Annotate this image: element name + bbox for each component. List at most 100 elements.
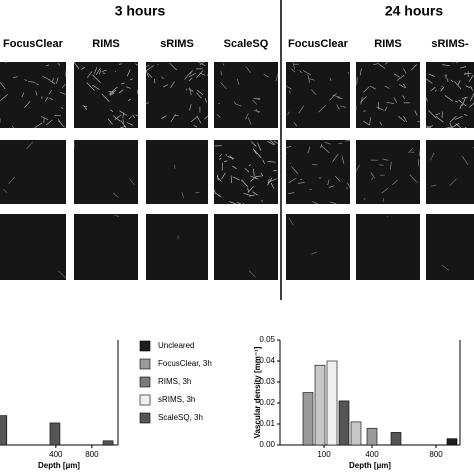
vessel-texture	[73, 140, 135, 198]
image-bg	[74, 140, 138, 204]
image-bg	[356, 62, 420, 128]
image-bg	[356, 140, 420, 204]
y-tick-label: 0.01	[259, 419, 275, 428]
vessel-texture	[285, 139, 351, 205]
header: 24 hours	[385, 3, 444, 19]
vessel-texture	[213, 139, 279, 205]
micrograph	[0, 140, 66, 204]
micrograph	[0, 214, 67, 280]
image-bg	[286, 214, 350, 280]
y-axis-label: Vascular density [mm⁻¹]	[253, 346, 262, 438]
legend-label: FocusClear, 3h	[158, 359, 212, 368]
vessel-texture	[114, 214, 120, 217]
image-bg	[74, 62, 138, 128]
column-label: RIMS	[374, 38, 402, 50]
micrograph	[285, 139, 351, 205]
x-axis-label: Depth [µm]	[38, 461, 80, 470]
legend-label: RIMS, 3h	[158, 377, 191, 386]
micrograph	[73, 61, 139, 129]
bar	[350, 421, 362, 446]
image-bg	[0, 140, 66, 204]
vessel-texture	[288, 217, 317, 255]
vessel-texture	[58, 270, 67, 279]
micrograph	[146, 140, 208, 204]
image-bg	[214, 62, 278, 128]
micrograph	[214, 62, 279, 128]
image-bg	[426, 62, 474, 128]
bar	[338, 400, 350, 446]
vessel-texture	[73, 61, 139, 129]
x-tick-label: 100	[317, 450, 331, 459]
micrograph	[145, 61, 209, 128]
legend-label: Uncleared	[158, 341, 194, 350]
legend-swatch	[139, 376, 151, 388]
x-tick-label: 800	[429, 450, 443, 459]
micrograph	[285, 62, 350, 128]
image-bg	[214, 140, 278, 204]
image-bg	[426, 140, 474, 204]
bar	[446, 438, 458, 446]
image-bg	[0, 62, 66, 128]
micrograph	[355, 140, 421, 204]
image-bg	[286, 62, 350, 128]
y-tick-label: 0.05	[259, 335, 275, 344]
x-axis-label: Depth [µm]	[349, 461, 391, 470]
image-bg	[146, 214, 208, 280]
y-tick-label: 0.02	[259, 398, 275, 407]
legend-swatch	[139, 394, 151, 406]
vessel-texture	[174, 164, 200, 198]
column-label: ScaleSQ	[224, 38, 269, 50]
legend-label: sRIMS, 3h	[158, 395, 195, 404]
image-bg	[214, 214, 278, 280]
legend-swatch	[139, 412, 151, 424]
micrograph	[146, 214, 208, 280]
image-bg	[74, 214, 138, 280]
bar	[302, 392, 314, 446]
bar	[102, 440, 114, 446]
vessel-texture	[145, 61, 209, 128]
micrograph	[0, 61, 67, 129]
header: 3 hours	[115, 3, 166, 19]
column-label: sRIMS-	[431, 38, 469, 50]
micrograph	[213, 139, 279, 205]
micrograph	[214, 214, 278, 280]
bar	[390, 432, 402, 446]
micrograph	[73, 140, 138, 204]
bar	[366, 427, 378, 446]
y-tick-label: 0.03	[259, 377, 275, 386]
vessel-texture	[248, 270, 256, 278]
micrograph	[355, 61, 421, 128]
vessel-texture	[425, 61, 474, 129]
vessel-texture	[355, 61, 421, 126]
bar	[49, 422, 61, 446]
column-label: sRIMS	[160, 38, 194, 50]
micrograph	[425, 61, 474, 129]
vessel-texture	[441, 264, 450, 271]
y-tick-label: 0.00	[259, 440, 275, 449]
micrograph	[286, 214, 350, 280]
column-label: FocusClear	[288, 38, 349, 50]
bar	[314, 364, 326, 446]
micrograph	[426, 140, 474, 204]
vessel-texture	[387, 216, 389, 218]
micrograph	[74, 214, 138, 280]
column-label: RIMS	[92, 38, 120, 50]
image-bg	[356, 214, 420, 280]
vessel-texture	[355, 147, 421, 202]
x-tick-label: 400	[365, 450, 379, 459]
y-tick-label: 0.04	[259, 356, 275, 365]
bar	[326, 360, 338, 446]
vessel-texture	[0, 61, 67, 129]
x-tick-label: 400	[49, 450, 63, 459]
legend-swatch	[139, 340, 151, 352]
vessel-texture	[3, 141, 34, 193]
vessel-texture	[216, 63, 279, 125]
micrograph	[356, 214, 420, 280]
image-bg	[0, 214, 66, 280]
image-bg	[286, 140, 350, 204]
legend-swatch	[139, 358, 151, 370]
legend-label: ScaleSQ, 3h	[158, 413, 203, 422]
image-bg	[146, 140, 208, 204]
vessel-texture	[285, 62, 349, 127]
